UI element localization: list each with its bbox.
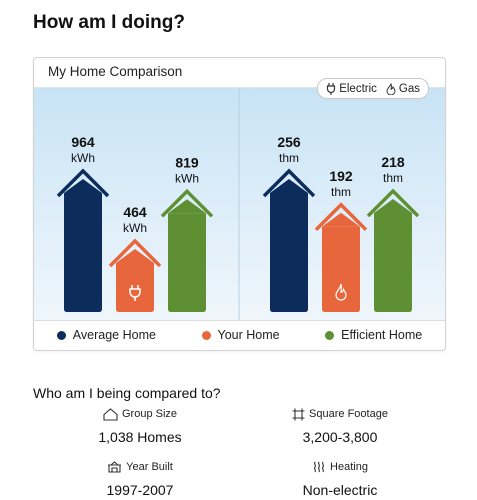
legend-label-efficient: Efficient Home <box>341 328 423 342</box>
group-size-attribute: Group Size 1,038 Homes <box>40 406 240 445</box>
legend-item-yours: Your Home <box>201 328 280 342</box>
heat-waves-icon <box>314 461 325 473</box>
heating-value: Non-electric <box>302 482 378 498</box>
bar-electric-average <box>64 193 102 312</box>
bar-roof-electric-yours <box>116 249 154 264</box>
year-built-label: Year Built <box>126 461 173 473</box>
square-footage-icon <box>292 408 305 420</box>
square-footage-value: 3,200-3,800 <box>302 429 378 445</box>
bar-gas-efficient <box>374 213 412 312</box>
plug-icon <box>129 285 141 301</box>
bar-gas-average <box>270 193 308 312</box>
bar-roofline-electric-yours <box>108 238 162 268</box>
comparison-section-title: Who am I being compared to? <box>33 385 221 401</box>
value-label-gas-efficient: 218 <box>381 154 405 170</box>
bar-roof-gas-average <box>270 179 308 193</box>
legend-dot-efficient <box>325 330 335 340</box>
bar-roof-gas-efficient <box>374 199 412 214</box>
legend-dot-average <box>56 330 66 340</box>
year-built-value: 1997-2007 <box>106 482 174 498</box>
bar-gas-yours <box>322 226 360 312</box>
gas-toggle[interactable]: Gas <box>386 83 420 95</box>
bar-roof-electric-efficient <box>168 199 206 214</box>
building-icon <box>108 461 122 473</box>
bar-roof-gas-yours <box>322 212 360 227</box>
heating-label: Heating <box>330 461 368 473</box>
bar-roofline-electric-efficient <box>160 188 214 218</box>
unit-label-electric-yours: kWh <box>123 221 147 235</box>
plug-icon <box>327 82 336 95</box>
house-outline-icon <box>103 407 118 421</box>
flame-icon <box>386 82 396 95</box>
heating-attribute: Heating Non-electric <box>240 459 440 498</box>
group-size-label: Group Size <box>121 408 178 420</box>
unit-label-gas-average: thm <box>279 151 299 165</box>
bar-roof-electric-average <box>64 179 102 193</box>
bar-roofline-electric-average <box>56 168 110 198</box>
value-label-electric-yours: 464 <box>123 204 147 220</box>
bar-roofline-gas-average <box>262 168 316 198</box>
legend-label-yours: Your Home <box>217 328 280 342</box>
legend-dot-yours <box>201 330 211 340</box>
value-label-electric-average: 964 <box>71 134 95 150</box>
value-label-gas-average: 256 <box>277 134 301 150</box>
gas-label: Gas <box>398 82 420 95</box>
comparison-chart: 964 kWh 464 kWh 819 kWh 256 thm 192 thm 218 thm <box>34 87 445 342</box>
group-size-value: 1,038 Homes <box>98 429 182 445</box>
value-label-electric-efficient: 819 <box>175 154 199 170</box>
year-built-attribute: Year Built 1997-2007 <box>40 459 240 498</box>
unit-label-gas-efficient: thm <box>383 171 403 185</box>
legend-item-efficient: Efficient Home <box>325 328 422 342</box>
unit-label-electric-efficient: kWh <box>175 171 199 185</box>
legend-item-average: Average Home <box>56 328 156 342</box>
square-footage-label: Square Footage <box>309 408 388 420</box>
bar-roofline-gas-yours <box>314 202 368 231</box>
value-label-gas-yours: 192 <box>329 168 353 184</box>
bar-electric-efficient <box>168 213 206 312</box>
flame-icon <box>335 283 347 301</box>
card-title: My Home Comparison <box>48 64 183 79</box>
bar-electric-yours <box>116 263 154 312</box>
unit-label-gas-yours: thm <box>331 185 351 199</box>
home-comparison-card: My Home Comparison Electric Gas 964 kWh 46… <box>33 57 446 351</box>
chart-legend: Average Home Your Home Efficient Home <box>34 320 445 349</box>
legend-label-average: Average Home <box>72 328 156 342</box>
bar-roofline-gas-efficient <box>366 188 420 218</box>
electric-label: Electric <box>339 82 377 95</box>
page-title: How am I doing? <box>33 12 185 33</box>
unit-label-electric-average: kWh <box>71 151 95 165</box>
energy-type-toggle[interactable]: Electric Gas <box>317 78 429 99</box>
electric-toggle[interactable]: Electric <box>326 82 377 95</box>
square-footage-attribute: Square Footage 3,200-3,800 <box>240 406 440 445</box>
